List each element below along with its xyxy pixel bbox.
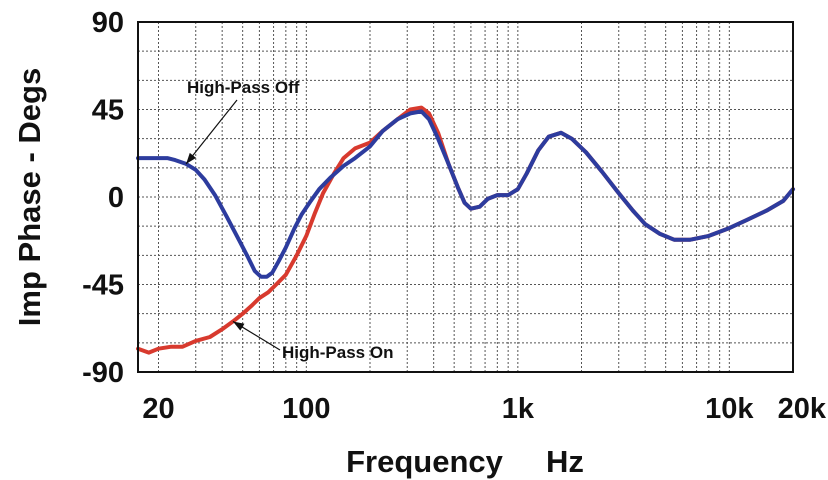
x-tick-label: 20k <box>778 393 827 425</box>
x-axis-title: Frequency Hz <box>346 444 584 479</box>
y-tick-label: 90 <box>92 7 124 39</box>
annotation-label: High-Pass On <box>282 343 393 362</box>
annotations: High-Pass Off High-Pass On <box>185 78 393 362</box>
y-tick-label: 45 <box>92 95 124 127</box>
x-tick-label: 100 <box>282 393 330 425</box>
x-tick-label: 1k <box>502 393 535 425</box>
y-tick-label: -90 <box>82 357 124 389</box>
y-tick-label: -45 <box>82 270 124 302</box>
y-tick-labels: 90 45 0 -45 -90 <box>82 7 124 389</box>
x-tick-labels: 20 100 1k 10k 20k <box>142 393 827 425</box>
series-line-high-pass-on <box>136 105 795 355</box>
series-line-high-pass-off <box>136 109 795 279</box>
annotation-arrow-line <box>185 99 238 165</box>
y-tick-label: 0 <box>108 182 124 214</box>
x-tick-label: 10k <box>705 393 754 425</box>
annotation-arrowhead <box>232 321 245 331</box>
annotation-arrowhead <box>186 152 197 164</box>
series-lines <box>136 105 795 355</box>
plot-frame <box>137 21 794 373</box>
y-axis-title: Imp Phase - Degs <box>12 68 47 326</box>
annotation-label: High-Pass Off <box>187 78 300 97</box>
x-tick-label: 20 <box>142 393 174 425</box>
